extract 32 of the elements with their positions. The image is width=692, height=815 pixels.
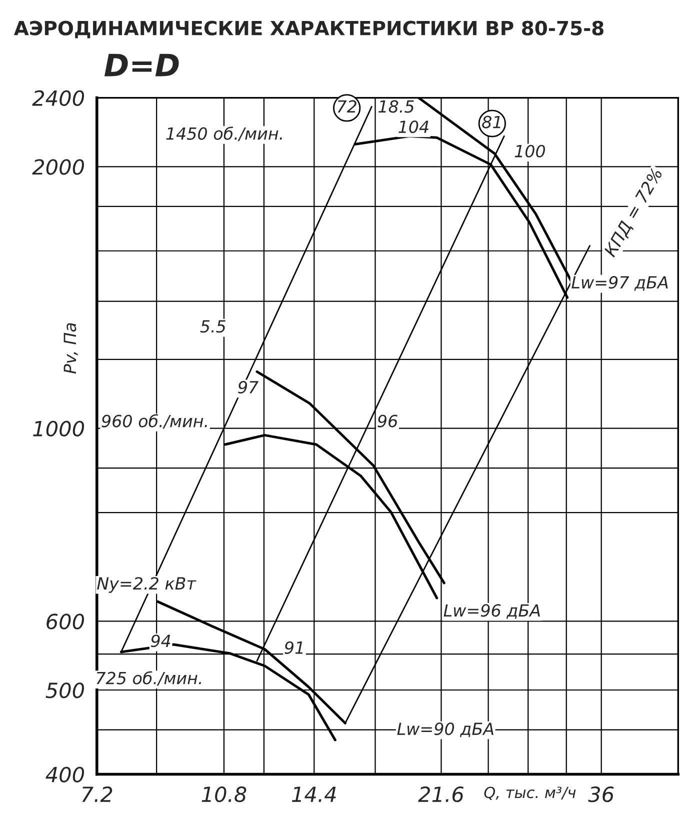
annotation: 1450 об./мин. [166,126,282,142]
annotation: Ny=2.2 кВт [97,577,196,593]
annotation: 94 [150,634,170,648]
y-tick-label: 1000 [33,420,84,437]
y-tick-label: 2000 [32,159,84,175]
annotation: Lw=97 дБА [572,276,668,291]
annotation: 96 [378,414,398,428]
y-tick-label: 600 [46,614,84,630]
annotation: 5.5 [200,320,226,333]
y-axis-title: Pv, Па [64,323,78,374]
y-tick-label: 500 [46,682,84,698]
annotation: 91 [284,641,303,654]
y-tick-label: 2400 [32,90,84,106]
x-tick-label: 36 [588,786,614,802]
annotation: 81 [482,116,500,128]
chart-subtitle: D=D [104,54,179,76]
x-tick-label: 21.6 [418,786,464,802]
annotation: Lw=96 дБА [444,604,540,619]
x-axis-title: Q, тыс. м³/ч [484,786,576,800]
annotation: 72 [338,100,356,113]
annotation: 100 [514,144,545,158]
x-tick-label: 10.8 [202,786,246,802]
annotation: 725 об./мин. [96,671,202,686]
annotation: 18.5 [378,100,414,113]
annotation: 104 [398,120,428,134]
chart-title: АЭРОДИНАМИЧЕСКИЕ ХАРАКТЕРИСТИКИ ВР 80-75-8 [14,20,604,38]
annotation: Lw=90 дБА [397,722,494,738]
y-tick-label: 400 [46,766,84,782]
x-tick-label: 14.4 [292,786,336,802]
annotation: 97 [238,380,258,394]
annotation: 960 об./мин. [102,414,207,429]
x-tick-label: 7.2 [82,786,112,802]
